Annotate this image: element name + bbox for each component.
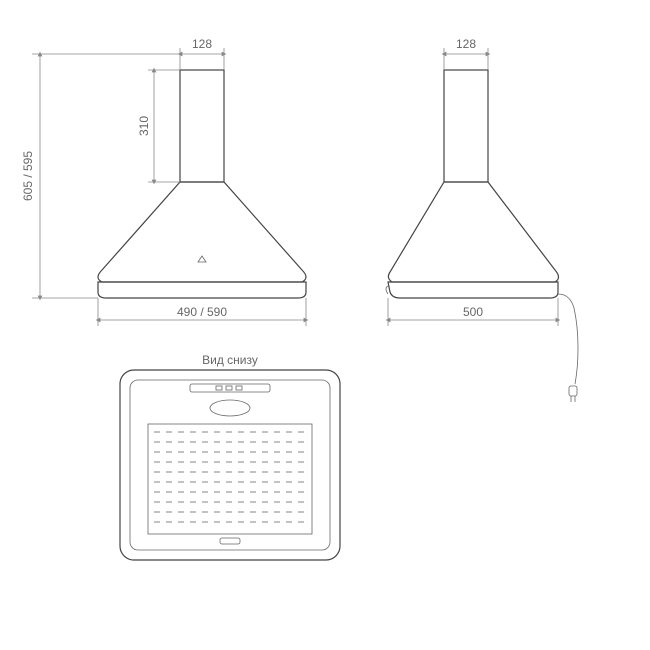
dim-chimney-h: 310 [137, 116, 151, 136]
technical-drawing: 128 310 605 / 595 490 / 590 [0, 0, 650, 650]
dim-front-w: 490 / 590 [177, 305, 227, 319]
side-view: 128 500 [386, 37, 578, 402]
bottom-view-title: Вид снизу [202, 353, 258, 367]
dim-front-chimney-w: 128 [192, 37, 212, 51]
dim-side-chimney-w: 128 [456, 37, 476, 51]
filter-grille [154, 432, 304, 522]
bottom-view: Вид снизу [120, 353, 340, 560]
front-view: 128 310 605 / 595 490 / 590 [21, 37, 306, 326]
dim-side-d: 500 [463, 305, 483, 319]
dim-total-h: 605 / 595 [21, 151, 35, 201]
